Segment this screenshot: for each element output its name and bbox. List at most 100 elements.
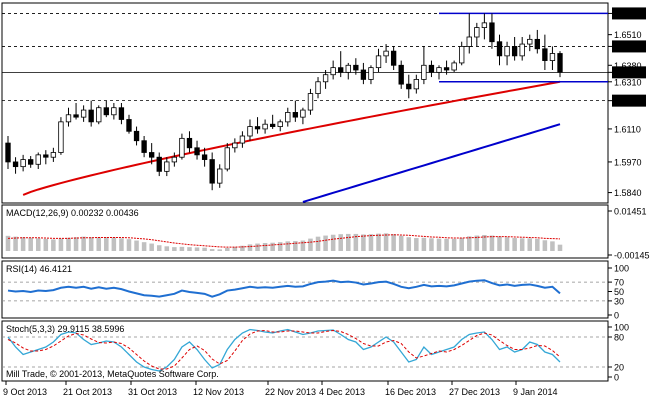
candle-body (262, 123, 268, 130)
candle-body (164, 161, 170, 172)
macd-signal-line (7, 234, 561, 248)
price-tick-label: 1.6600 (614, 9, 642, 19)
candle (421, 46, 427, 85)
candle (549, 46, 556, 70)
macd-bar (512, 238, 517, 252)
price-label-bg (612, 7, 646, 20)
candle-body (436, 67, 442, 73)
macd-bar (550, 241, 555, 252)
candle-body (489, 22, 495, 43)
macd-bar (96, 237, 102, 252)
x-tick-label: 9 Jan 2014 (513, 387, 558, 397)
macd-bar (255, 243, 260, 252)
stoch-label: Stoch(5,3,3) 29.9115 38.5996 (6, 324, 124, 334)
macd-bar (262, 243, 268, 252)
candle-body (20, 159, 26, 168)
candle (133, 126, 140, 146)
rsi-tick-label: 50 (614, 287, 624, 297)
rsi-panel[interactable] (1, 260, 609, 319)
macd-bar (270, 242, 275, 252)
macd-bar (300, 240, 306, 252)
candle-body (171, 156, 178, 163)
macd-bar (414, 238, 419, 252)
macd-bar (527, 238, 533, 252)
candle (322, 70, 329, 89)
macd-bar (88, 237, 94, 252)
candle-body (269, 123, 276, 127)
candle (375, 48, 382, 73)
candle-body (156, 156, 162, 172)
macd-bar (247, 244, 253, 252)
price-label-bg (612, 94, 646, 107)
macd-bar (156, 245, 162, 252)
price-tick-label: 1.6230 (614, 96, 642, 106)
candle (527, 34, 533, 52)
candle (496, 34, 503, 66)
candle-body (224, 147, 230, 170)
macd-bar (43, 238, 49, 252)
price-label-bg (612, 40, 646, 53)
macd-bar (557, 244, 563, 252)
macd-bar (346, 233, 351, 252)
candle (511, 37, 518, 61)
stoch-panel[interactable] (1, 320, 609, 382)
macd-bar (28, 237, 33, 252)
macd-bar (172, 247, 177, 252)
candle-body (65, 114, 72, 123)
candle (481, 13, 488, 40)
candle-body (73, 114, 79, 118)
price-panel[interactable] (1, 2, 609, 204)
macd-bar (179, 246, 185, 252)
rsi-label: RSI(14) 46.4121 (6, 264, 72, 274)
macd-bar (482, 235, 487, 252)
macd-bar (66, 237, 71, 252)
macd-tick-label: -0.00145 (614, 251, 650, 261)
candle-body (459, 46, 465, 64)
macd-bar (466, 236, 472, 252)
candle (330, 60, 336, 80)
candle (111, 103, 117, 120)
candle-body (451, 62, 457, 71)
candle (164, 157, 170, 177)
candle (338, 51, 344, 78)
candle (224, 143, 230, 172)
macd-bar (535, 238, 540, 252)
candle (413, 74, 419, 94)
macd-bar (542, 240, 548, 252)
x-tick-label: 31 Oct 2013 (128, 387, 177, 397)
candle-body (58, 121, 64, 153)
macd-bar (51, 239, 56, 252)
candle (217, 164, 223, 188)
macd-bar (315, 236, 321, 252)
macd-bar (353, 233, 359, 252)
candle (504, 41, 510, 66)
rsi-tick-label: 30 (614, 296, 624, 306)
candle-body (428, 64, 435, 73)
macd-bar (20, 237, 26, 252)
candle (58, 117, 64, 155)
candle-body (179, 137, 185, 158)
rsi-line (7, 279, 561, 298)
candle-body (474, 27, 480, 38)
macd-bar (141, 242, 147, 252)
rsi-tick-label: 100 (614, 264, 629, 274)
candle-body (368, 67, 374, 80)
candle (149, 143, 155, 165)
macd-bar (225, 247, 230, 252)
macd-bar (5, 235, 11, 252)
candle-body (5, 142, 11, 163)
price-tick-label: 1.6110 (614, 124, 641, 134)
candle-body (315, 81, 321, 94)
macd-bar (202, 247, 207, 252)
price-tick-label: 1.5840 (614, 188, 642, 198)
macd-bar (376, 233, 381, 252)
macd-bar (164, 246, 170, 252)
copyright-text: Mill Trade, © 2001-2013, MetaQuotes Soft… (6, 369, 219, 379)
candle (28, 156, 34, 168)
price-tick-label: 1.6510 (614, 30, 642, 40)
stoch-tick-label: 0 (614, 373, 619, 383)
macd-bar (187, 247, 192, 252)
macd-bar (308, 238, 313, 252)
candle (277, 119, 283, 132)
